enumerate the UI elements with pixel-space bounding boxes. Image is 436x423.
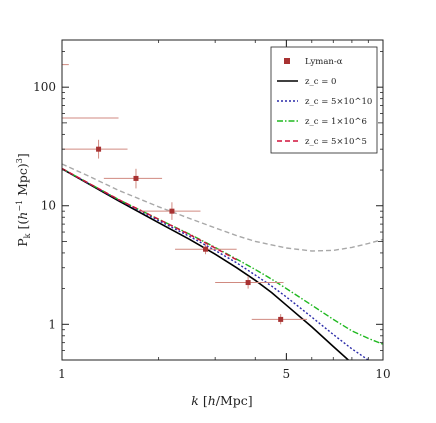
data-marker bbox=[245, 280, 251, 286]
series-layer bbox=[62, 163, 383, 360]
tick-layer: 1 5 10 1 10 100 bbox=[33, 40, 391, 381]
legend-entry-4: z_c = 5×10^5 bbox=[277, 137, 367, 147]
legend-label: z_c = 0 bbox=[305, 77, 336, 87]
x-tick-label: 5 bbox=[283, 367, 291, 381]
lyman-alpha-point-4 bbox=[215, 276, 284, 289]
lyman-alpha-point-0 bbox=[62, 139, 128, 159]
legend-entry-1: z_c = 0 bbox=[277, 77, 336, 87]
lyman-alpha-point-2 bbox=[140, 202, 201, 220]
lyman-alpha-point-5 bbox=[251, 314, 308, 325]
legend-entry-2: z_c = 5×10^10 bbox=[277, 97, 372, 107]
legend-label: z_c = 5×10^10 bbox=[305, 97, 372, 107]
data-marker bbox=[203, 246, 209, 252]
series-line-0 bbox=[62, 168, 350, 360]
legend-label: z_c = 5×10^5 bbox=[305, 137, 367, 147]
y-tick-label: 1 bbox=[48, 317, 56, 331]
series-line-3 bbox=[62, 167, 237, 261]
legend-entry-0: Lyman-α bbox=[284, 57, 343, 67]
plot-frame bbox=[61, 39, 384, 361]
data-marker bbox=[169, 208, 175, 214]
data-marker bbox=[133, 175, 139, 181]
legend: Lyman-α z_c = 0 z_c = 5×10^10 z_c = 1×10^6 z… bbox=[270, 46, 378, 154]
x-tick-label: 1 bbox=[58, 367, 66, 381]
series-line-2 bbox=[62, 167, 383, 345]
legend-marker bbox=[284, 58, 290, 64]
x-tick-label: 10 bbox=[375, 367, 390, 381]
data-marker bbox=[96, 146, 102, 152]
x-axis-title: k [h/Mpc] bbox=[191, 393, 252, 408]
data-marker bbox=[278, 316, 284, 322]
y-tick-label: 100 bbox=[33, 80, 56, 94]
y-tick-label: 10 bbox=[41, 199, 56, 213]
lyman-alpha-point-1 bbox=[103, 168, 163, 189]
lyman-alpha-point-3 bbox=[175, 243, 237, 255]
y-axis-title: Pk [(h−1 Mpc)3] bbox=[15, 153, 32, 247]
legend-entry-3: z_c = 1×10^6 bbox=[277, 117, 367, 127]
legend-box bbox=[270, 46, 378, 154]
legend-label: z_c = 1×10^6 bbox=[305, 117, 367, 127]
lyman-alpha-layer bbox=[62, 64, 308, 325]
legend-label: Lyman-α bbox=[305, 57, 343, 67]
